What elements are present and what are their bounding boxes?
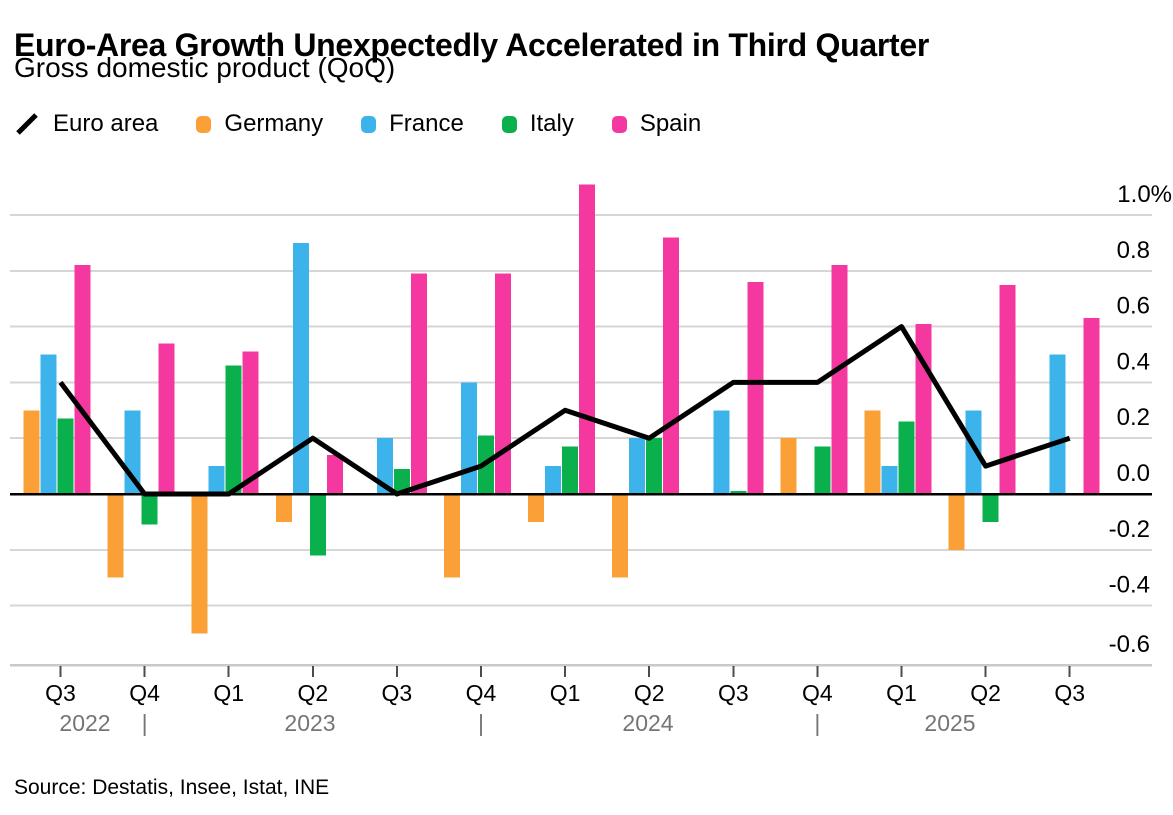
legend: Euro area Germany France Italy Spain [14, 110, 701, 138]
x-tick-label: Q1 [213, 680, 244, 706]
year-label-2024: 2024 [622, 710, 673, 736]
legend-label: Spain [639, 110, 702, 137]
bar-spain-q3 [1083, 318, 1100, 494]
legend-swatch-icon [501, 115, 517, 133]
bar-france-q2 [292, 242, 309, 494]
year-separator: | [814, 710, 820, 736]
source-note: Source: Destatis, Insee, Istat, INE [14, 776, 330, 799]
bar-italy-q3 [57, 418, 74, 494]
bar-germany-q1 [528, 494, 545, 522]
x-tick-label: Q3 [1054, 680, 1085, 706]
legend-item-euro-area: Euro area [14, 110, 158, 138]
y-axis-label: 0.8 [1117, 237, 1150, 264]
legend-label: Germany [224, 110, 324, 137]
x-tick-label: Q4 [129, 680, 160, 706]
bar-germany-q3 [23, 410, 40, 494]
bar-germany-q4 [780, 438, 797, 494]
bar-spain-q3 [747, 281, 764, 494]
legend-swatch-icon [611, 115, 627, 133]
year-label-2023: 2023 [284, 710, 335, 736]
y-axis-label: -0.2 [1109, 516, 1150, 543]
euro-area-line [58, 324, 1071, 497]
y-axis-label: -0.4 [1109, 572, 1150, 599]
y-axis-label: 1.0% [1117, 181, 1172, 208]
legend-swatch-icon [196, 115, 212, 133]
bar-italy-q2 [309, 494, 326, 556]
bar-germany-q4 [107, 494, 124, 578]
x-tick-label: Q4 [466, 680, 497, 706]
bar-france-q1 [881, 466, 898, 494]
bar-spain-q2 [326, 454, 343, 494]
legend-item-france: France [361, 110, 464, 138]
bar-spain-q4 [495, 273, 511, 494]
x-tick-label: Q2 [297, 680, 328, 706]
bar-france-q1 [208, 466, 225, 494]
bar-france-q3 [40, 354, 57, 494]
bar-france-q3 [1049, 354, 1066, 494]
bar-france-q1 [545, 466, 562, 494]
bar-italy-q1 [898, 421, 915, 494]
y-axis-label: -0.6 [1109, 631, 1150, 658]
bar-spain-q4 [831, 265, 848, 494]
x-tick-label: Q4 [802, 680, 833, 706]
bar-spain-q2 [663, 237, 680, 494]
bar-germany-q1 [864, 410, 881, 494]
bar-italy-q4 [141, 494, 158, 525]
bar-italy-q2 [982, 494, 999, 522]
bar-spain-q1 [242, 351, 259, 494]
bar-italy-q2 [646, 438, 663, 494]
chart-subtitle: Gross domestic product (QoQ) [14, 52, 396, 83]
y-axis-label: 0.6 [1117, 293, 1150, 320]
bar-italy-q1 [225, 365, 242, 494]
legend-label: Italy [529, 110, 574, 137]
bar-france-q4 [461, 382, 477, 494]
x-tick-label: Q3 [718, 680, 749, 706]
legend-label: Euro area [53, 110, 159, 137]
bar-france-q2 [965, 410, 982, 494]
bar-germany-q2 [948, 494, 965, 550]
euro-area-line-icon [16, 113, 38, 135]
year-separator: | [478, 710, 484, 736]
bar-france-q3 [376, 438, 393, 494]
legend-swatch-icon [361, 115, 377, 133]
x-tick-label: Q1 [886, 680, 917, 706]
bar-france-q3 [713, 410, 730, 494]
x-tick-label: Q1 [550, 680, 581, 706]
year-label-2022: 2022 [59, 710, 110, 736]
x-tick-label: Q3 [45, 680, 76, 706]
legend-item-spain: Spain [611, 110, 702, 138]
bar-germany-q2 [612, 494, 629, 578]
y-axis-label: 0.2 [1117, 404, 1150, 431]
bar-spain-q2 [999, 284, 1016, 494]
legend-item-germany: Germany [196, 110, 323, 138]
bar-italy-q3 [393, 468, 410, 494]
bar-france-q2 [629, 438, 646, 494]
x-tick-label: Q2 [634, 680, 665, 706]
bar-italy-q1 [562, 446, 579, 494]
x-tick-label: Q3 [382, 680, 413, 706]
bar-germany-q4 [444, 494, 460, 578]
bar-italy-q3 [730, 491, 747, 494]
chart-title: Euro-Area Growth Unexpectedly Accelerate… [14, 27, 929, 64]
y-axis-label: 0.4 [1117, 348, 1150, 375]
bar-spain-q4 [158, 343, 175, 494]
legend-item-italy: Italy [501, 110, 574, 138]
y-axis-label: 0.0 [1117, 460, 1150, 487]
x-tick-label: Q2 [970, 680, 1001, 706]
year-separator: | [142, 710, 148, 736]
year-label-2025: 2025 [924, 710, 975, 736]
bar-spain-q3 [410, 273, 427, 494]
bar-germany-q2 [275, 494, 292, 522]
bar-italy-q4 [814, 446, 831, 494]
legend-label: France [389, 110, 464, 137]
bar-germany-q1 [191, 494, 208, 634]
bar-spain-q3 [74, 265, 91, 494]
bar-spain-q1 [579, 184, 596, 494]
